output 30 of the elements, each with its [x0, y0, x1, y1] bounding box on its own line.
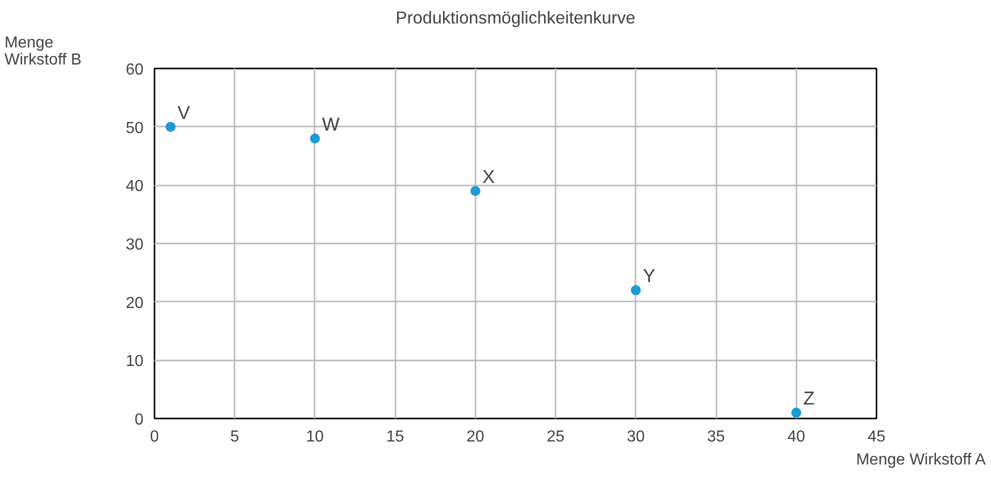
annotation: W: [322, 114, 340, 134]
y-tick-label: 40: [126, 178, 144, 196]
x-tick-label: 25: [546, 428, 565, 446]
x-tick-label: 0: [150, 428, 160, 446]
annotation: Y: [642, 265, 656, 286]
y-tick-label: 60: [126, 62, 144, 78]
chart-title: Produktionsmöglichkeitenkurve: [396, 8, 636, 28]
point: [470, 186, 480, 196]
x-tick-label: 15: [386, 428, 404, 446]
annotation: V: [178, 102, 191, 123]
x-tick-label: 5: [230, 428, 240, 446]
y-tick-label: 20: [126, 294, 144, 312]
x-tick-label: 35: [707, 428, 726, 446]
x-tick-label: 10: [306, 428, 324, 446]
point: [791, 408, 802, 418]
point: [630, 285, 641, 296]
y-tick-label: 50: [126, 120, 144, 137]
x-tick-label: 30: [626, 428, 645, 446]
x-tick-label: 40: [787, 428, 806, 446]
x-tick-label: 20: [466, 428, 484, 446]
x-axis-title: Menge Wirkstoff A: [856, 452, 986, 468]
y-tick-label: 0: [134, 412, 144, 428]
annotation: Z: [803, 388, 815, 409]
x-tick-label: 45: [868, 428, 886, 446]
y-tick-label: 30: [126, 236, 144, 254]
annotation: X: [482, 166, 496, 187]
y-tick-label: 10: [126, 353, 144, 370]
point: [166, 122, 176, 132]
point: [310, 134, 320, 144]
y-axis-title: Menge Wirkstoff B: [4, 34, 82, 68]
